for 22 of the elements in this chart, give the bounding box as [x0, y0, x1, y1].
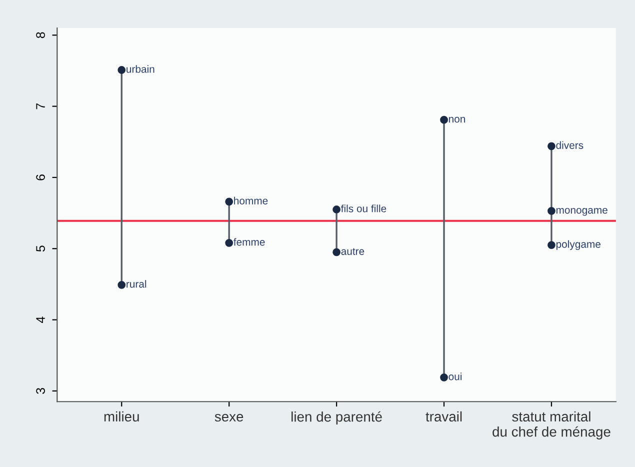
- data-label: fils ou fille: [340, 204, 386, 212]
- x-tick-label: sexe: [214, 414, 244, 422]
- y-tick-label: 3: [36, 388, 45, 394]
- y-tick-label: 7: [36, 103, 45, 110]
- y-tick-label: 6: [36, 174, 45, 180]
- data-label: autre: [341, 248, 364, 255]
- data-label: femme: [234, 238, 265, 246]
- y-tick-label: 8: [36, 32, 45, 38]
- data-label: divers: [556, 141, 584, 149]
- x-tick-label: travail: [426, 411, 462, 422]
- data-label: non: [449, 116, 466, 123]
- y-tick-label: 5: [36, 246, 45, 252]
- data-label: homme: [234, 196, 268, 204]
- y-tick-label: 4: [36, 316, 45, 323]
- data-label: urbain: [126, 65, 154, 73]
- x-tick-label: milieu: [104, 411, 139, 422]
- data-label: polygame: [556, 240, 600, 250]
- data-label: oui: [448, 372, 462, 380]
- x-tick-label: lien de parenté: [292, 411, 382, 424]
- data-label: rural: [126, 280, 146, 288]
- x-tick-label: statut marital du chef de ménage: [492, 411, 610, 440]
- data-label: monogame: [556, 208, 608, 216]
